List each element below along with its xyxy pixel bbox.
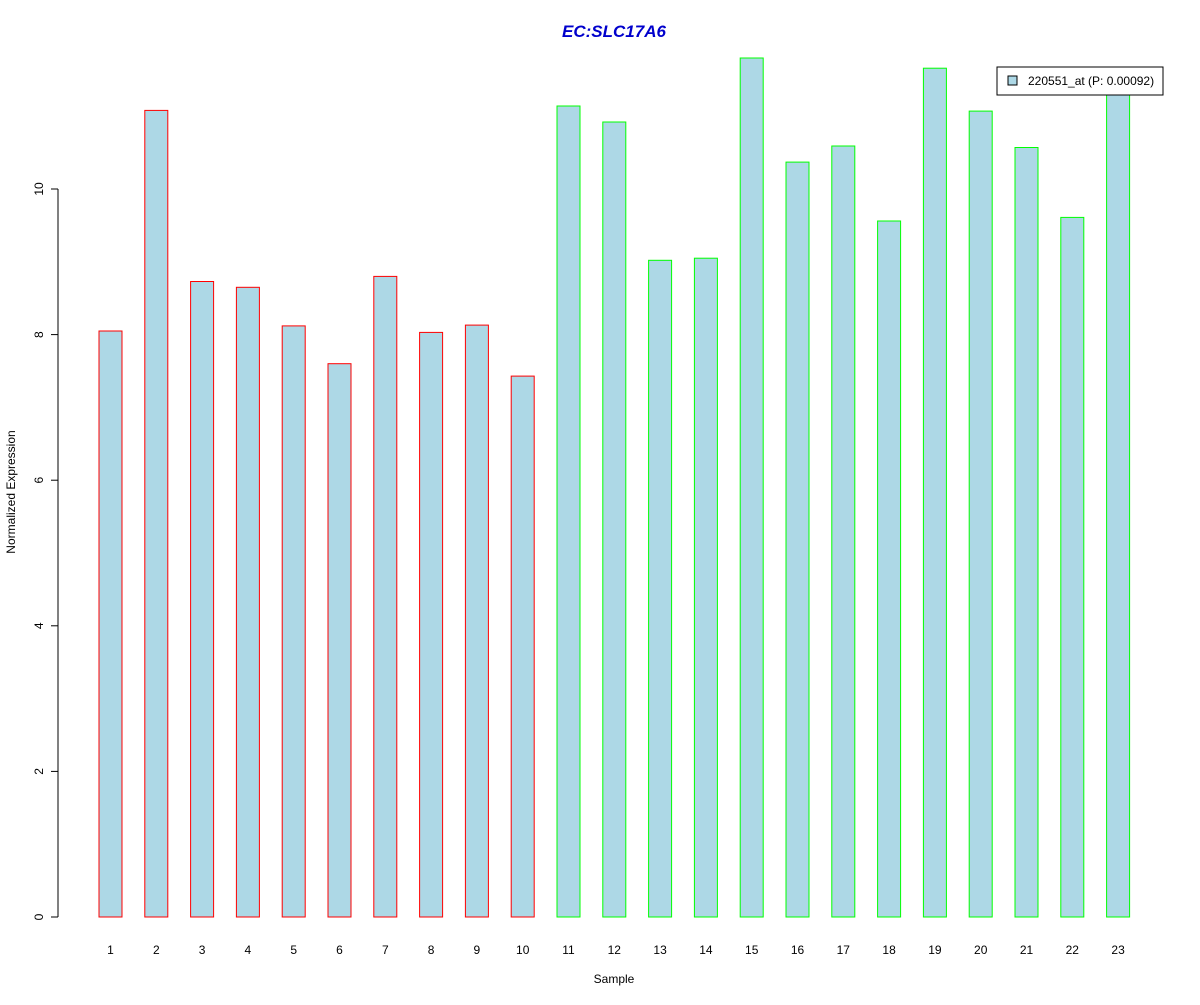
- x-tick-label: 9: [474, 943, 481, 957]
- legend-swatch: [1007, 75, 1018, 86]
- x-tick-label: 5: [290, 943, 297, 957]
- x-tick-label: 10: [516, 943, 530, 957]
- y-tick-label: 10: [32, 182, 46, 196]
- y-tick-label: 8: [32, 331, 46, 338]
- y-axis-ticks: 0 2 4 6 8 10: [32, 182, 58, 920]
- x-tick-label: 23: [1111, 943, 1125, 957]
- x-tick-label: 15: [745, 943, 759, 957]
- bar-sample-7: [373, 275, 398, 918]
- legend-box: [996, 66, 1164, 96]
- x-tick-label: 1: [107, 943, 114, 957]
- bar-sample-10: [510, 375, 535, 918]
- bar-sample-23: [1106, 88, 1131, 918]
- bar-sample-21: [1014, 147, 1039, 918]
- bar-sample-14: [693, 257, 718, 918]
- bar-sample-6: [327, 363, 352, 918]
- x-tick-label: 22: [1066, 943, 1080, 957]
- x-tick-label: 3: [199, 943, 206, 957]
- bar-sample-9: [464, 324, 489, 918]
- x-tick-label: 19: [928, 943, 942, 957]
- bar-sample-8: [419, 331, 444, 918]
- bar-sample-13: [648, 259, 673, 918]
- bar-sample-12: [602, 121, 627, 918]
- bar-sample-4: [235, 286, 260, 918]
- bar-sample-11: [556, 105, 581, 918]
- x-tick-label: 11: [562, 943, 575, 957]
- x-tick-label: 13: [653, 943, 667, 957]
- y-tick-label: 6: [32, 477, 46, 484]
- bar-sample-2: [144, 109, 169, 918]
- x-tick-label: 4: [245, 943, 252, 957]
- bar-sample-15: [739, 57, 764, 918]
- bar-sample-18: [877, 220, 902, 918]
- bar-sample-19: [922, 67, 947, 918]
- x-tick-label: 12: [608, 943, 622, 957]
- x-tick-label: 6: [336, 943, 343, 957]
- y-tick-label: 4: [32, 622, 46, 629]
- bar-sample-3: [190, 281, 215, 918]
- y-axis-label: Normalized Expression: [4, 430, 18, 553]
- bar-sample-20: [968, 110, 993, 918]
- x-tick-label: 7: [382, 943, 389, 957]
- bars-group: [98, 57, 1131, 918]
- legend-label: 220551_at (P: 0.00092): [1028, 74, 1154, 88]
- x-axis-label: Sample: [594, 972, 635, 986]
- bar-sample-1: [98, 330, 123, 918]
- x-tick-label: 2: [153, 943, 160, 957]
- x-tick-label: 20: [974, 943, 988, 957]
- y-tick-label: 2: [32, 768, 46, 775]
- chart-title: EC:SLC17A6: [562, 22, 666, 41]
- bar-sample-5: [281, 325, 306, 918]
- x-axis-tick-labels: 1 2 3 4 5 6 7 8 9 10 11 12 13 14 15 16 17 18 19 20 21 22 23: [107, 943, 1125, 957]
- x-tick-label: 14: [699, 943, 713, 957]
- x-tick-label: 17: [837, 943, 851, 957]
- bar-sample-16: [785, 161, 810, 918]
- x-tick-label: 16: [791, 943, 805, 957]
- bar-sample-22: [1060, 216, 1085, 918]
- y-tick-label: 0: [32, 913, 46, 920]
- bar-sample-17: [831, 145, 856, 918]
- x-tick-label: 18: [882, 943, 896, 957]
- legend: 220551_at (P: 0.00092): [996, 66, 1164, 96]
- x-tick-label: 8: [428, 943, 435, 957]
- x-tick-label: 21: [1020, 943, 1034, 957]
